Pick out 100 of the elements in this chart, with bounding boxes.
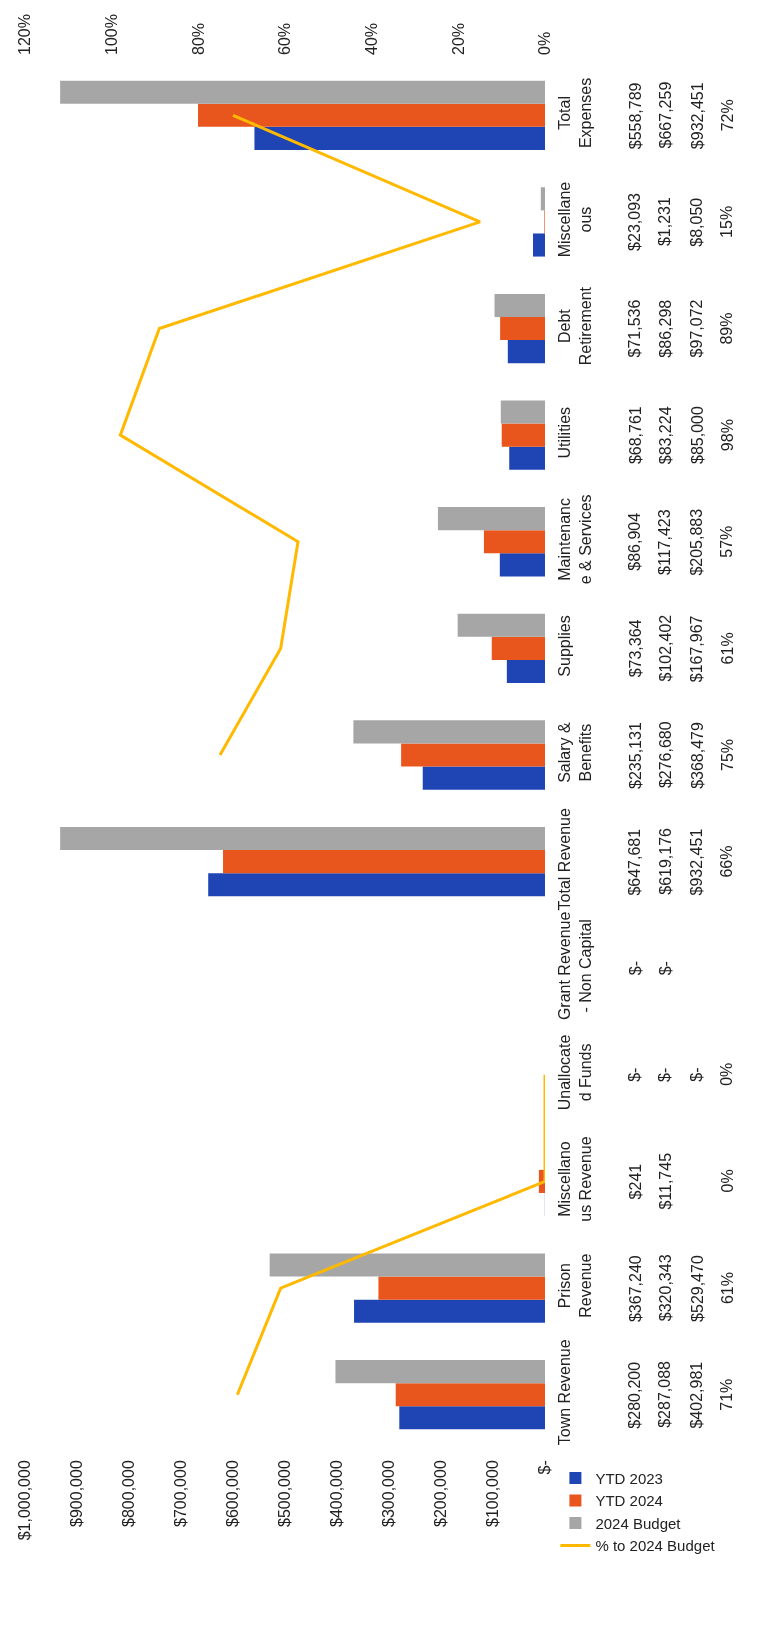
- bar: [223, 850, 545, 874]
- x-tick-label: $400,000: [328, 1460, 346, 1527]
- data-label: $71,536: [626, 299, 644, 358]
- data-label: $73,364: [626, 619, 644, 678]
- y-tick-label: Total Expenses: [556, 77, 594, 149]
- data-label: $558,789: [626, 82, 644, 150]
- data-label: $280,200: [626, 1361, 644, 1429]
- data-label: $402,981: [688, 1361, 706, 1429]
- data-label: $83,224: [656, 406, 674, 465]
- data-label: $205,883: [688, 508, 706, 576]
- bar: [198, 103, 545, 127]
- data-label: $667,259: [656, 81, 674, 149]
- bar: [494, 293, 545, 317]
- bar: [499, 553, 545, 577]
- legend-label: YTD 2023: [595, 1469, 663, 1487]
- bar: [501, 423, 545, 447]
- data-label: $85,000: [688, 406, 706, 464]
- data-label: 57%: [718, 525, 736, 558]
- bar: [254, 126, 545, 150]
- y-tick-label: Miscellanous Revenue: [556, 1136, 594, 1222]
- bar: [395, 1383, 545, 1407]
- y-tick-label: Utilities: [556, 406, 573, 459]
- bar: [60, 80, 545, 104]
- x-tick-label: $600,000: [224, 1460, 242, 1527]
- bar: [507, 340, 545, 364]
- data-label: $368,479: [688, 722, 706, 789]
- y-tick-label: Miscellaneous: [556, 181, 594, 258]
- bar: [506, 659, 545, 684]
- x-tick-label: $1,000,000: [16, 1460, 34, 1541]
- data-label: $117,423: [656, 509, 674, 575]
- data-label: 0%: [718, 1062, 736, 1086]
- data-label: $-: [656, 1067, 674, 1082]
- bar: [208, 873, 545, 897]
- bar: [60, 826, 545, 851]
- x2-tick-label: 60%: [276, 22, 294, 55]
- bar: [532, 233, 545, 257]
- data-label: $1,231: [656, 197, 674, 247]
- bar: [354, 1299, 545, 1323]
- bar: [437, 507, 545, 531]
- y-tick-label: Salary & Benefits: [556, 722, 594, 783]
- bar: [491, 636, 545, 660]
- x-tick-label: $300,000: [380, 1460, 398, 1527]
- x-tick-label: $-: [536, 1460, 554, 1475]
- data-label: $-: [626, 960, 644, 976]
- data-label: $97,072: [688, 299, 706, 358]
- data-label: $8,050: [687, 197, 705, 247]
- data-label: $-: [687, 1067, 705, 1082]
- bar: [422, 766, 545, 790]
- data-label: 15%: [718, 205, 736, 238]
- y-tick-label: Grant Revenue - Non Capital: [556, 911, 594, 1021]
- data-label: 71%: [718, 1378, 736, 1411]
- text: 66%: [718, 845, 736, 878]
- bar: [540, 187, 545, 211]
- bar: [500, 316, 545, 341]
- y-tick-label: Unallocated Funds: [556, 1034, 594, 1111]
- data-label: $68,761: [626, 406, 644, 465]
- bar: [483, 530, 545, 554]
- data-label: 72%: [718, 99, 736, 132]
- legend-label: 2024 Budget: [595, 1514, 682, 1532]
- data-label: $-: [656, 961, 674, 976]
- data-label: $102,402: [656, 614, 674, 682]
- data-label: $647,681: [626, 828, 644, 896]
- bar: [269, 1253, 545, 1277]
- y-tick-label: Total Revenue: [556, 807, 573, 911]
- data-label: 75%: [719, 738, 736, 771]
- x-tick-label: $100,000: [484, 1460, 502, 1527]
- data-label: $529,470: [688, 1255, 706, 1322]
- y-tick-label: Supplies: [556, 615, 573, 677]
- data-label: $276,680: [657, 721, 675, 789]
- data-label: $241: [626, 1163, 644, 1200]
- y-tick-label: Prison Revenue: [556, 1253, 594, 1318]
- data-label: $932,451: [688, 828, 706, 896]
- y-tick-label: Debt Retirement: [556, 286, 594, 366]
- data-label: $235,131: [626, 722, 644, 789]
- bar: [399, 1406, 545, 1430]
- data-label: 98%: [718, 419, 736, 452]
- x-tick-label: $700,000: [172, 1460, 190, 1527]
- data-label: $-: [626, 1067, 644, 1082]
- x2-tick-label: 80%: [189, 22, 207, 55]
- legend-label: YTD 2024: [595, 1492, 663, 1510]
- x-tick-label: $500,000: [276, 1460, 294, 1527]
- data-label: $167,967: [688, 615, 706, 683]
- data-label: 89%: [718, 312, 736, 345]
- x-tick-label: $800,000: [120, 1460, 138, 1527]
- bar: [353, 720, 545, 744]
- x2-tick-label: 40%: [362, 22, 380, 55]
- data-label: $932,451: [688, 82, 706, 150]
- data-label: 61%: [718, 1272, 736, 1305]
- data-label: $367,240: [626, 1255, 644, 1323]
- data-label: $86,904: [626, 512, 644, 571]
- data-label: $287,088: [656, 1360, 674, 1428]
- data-label: $86,298: [656, 299, 674, 358]
- bar: [509, 446, 545, 470]
- data-label: $320,343: [657, 1254, 675, 1322]
- data-label: $11,745: [656, 1152, 674, 1210]
- y-tick-label: Maintenance & Services: [556, 494, 594, 585]
- bar: [335, 1360, 545, 1384]
- bar: [457, 613, 545, 637]
- y-tick-label: Town Revenue: [556, 1339, 573, 1446]
- legend-label: % to 2024 Budget: [595, 1537, 716, 1555]
